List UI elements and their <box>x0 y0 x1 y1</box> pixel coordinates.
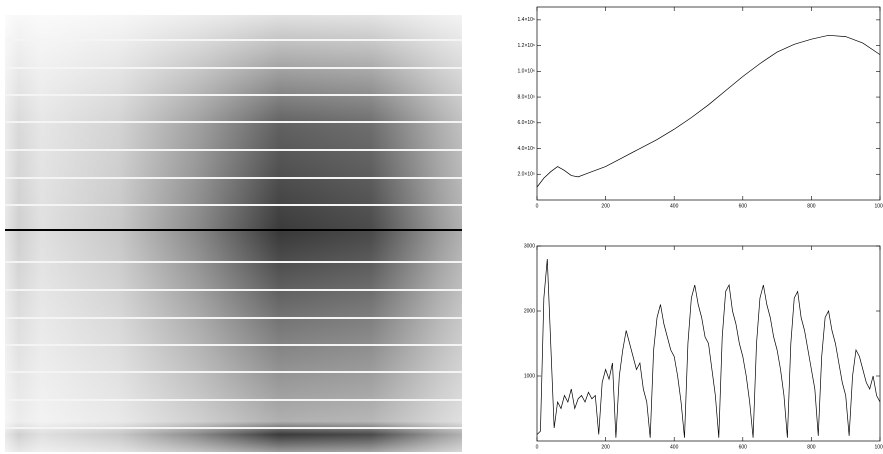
plot-frame <box>536 245 881 442</box>
y-tick-label: 1.0×10⁶ <box>518 69 536 75</box>
detector-image <box>5 15 462 452</box>
y-tick-label: 3000 <box>524 243 535 249</box>
x-tick-label: 1000 <box>874 203 883 209</box>
y-tick-label: 1.4×10⁶ <box>518 17 536 23</box>
x-tick-label: 600 <box>739 444 748 450</box>
y-tick-label: 2.0×10⁵ <box>517 172 535 178</box>
x-tick-label: 400 <box>670 203 679 209</box>
data-line <box>536 34 881 188</box>
plot-frame <box>536 6 881 201</box>
y-tick-label: 1000 <box>524 373 535 379</box>
image-shade <box>5 15 462 452</box>
y-tick-label: 2000 <box>524 308 535 314</box>
y-tick-label: 1.2×10⁶ <box>518 43 536 49</box>
data-line <box>536 258 881 438</box>
y-tick-label: 6.0×10⁵ <box>517 120 535 126</box>
image-stripes <box>5 39 462 429</box>
y-tick-label: 4.0×10⁵ <box>517 146 535 152</box>
x-tick-label: 800 <box>807 203 816 209</box>
x-tick-label: 600 <box>739 203 748 209</box>
x-tick-label: 200 <box>601 203 610 209</box>
y-tick-label: 8.0×10⁵ <box>517 94 535 100</box>
x-tick-label: 0 <box>536 444 539 450</box>
x-tick-label: 800 <box>807 444 816 450</box>
x-tick-label: 400 <box>670 444 679 450</box>
x-tick-label: 200 <box>601 444 610 450</box>
x-tick-label: 0 <box>536 203 539 209</box>
x-tick-label: 1000 <box>874 444 883 450</box>
